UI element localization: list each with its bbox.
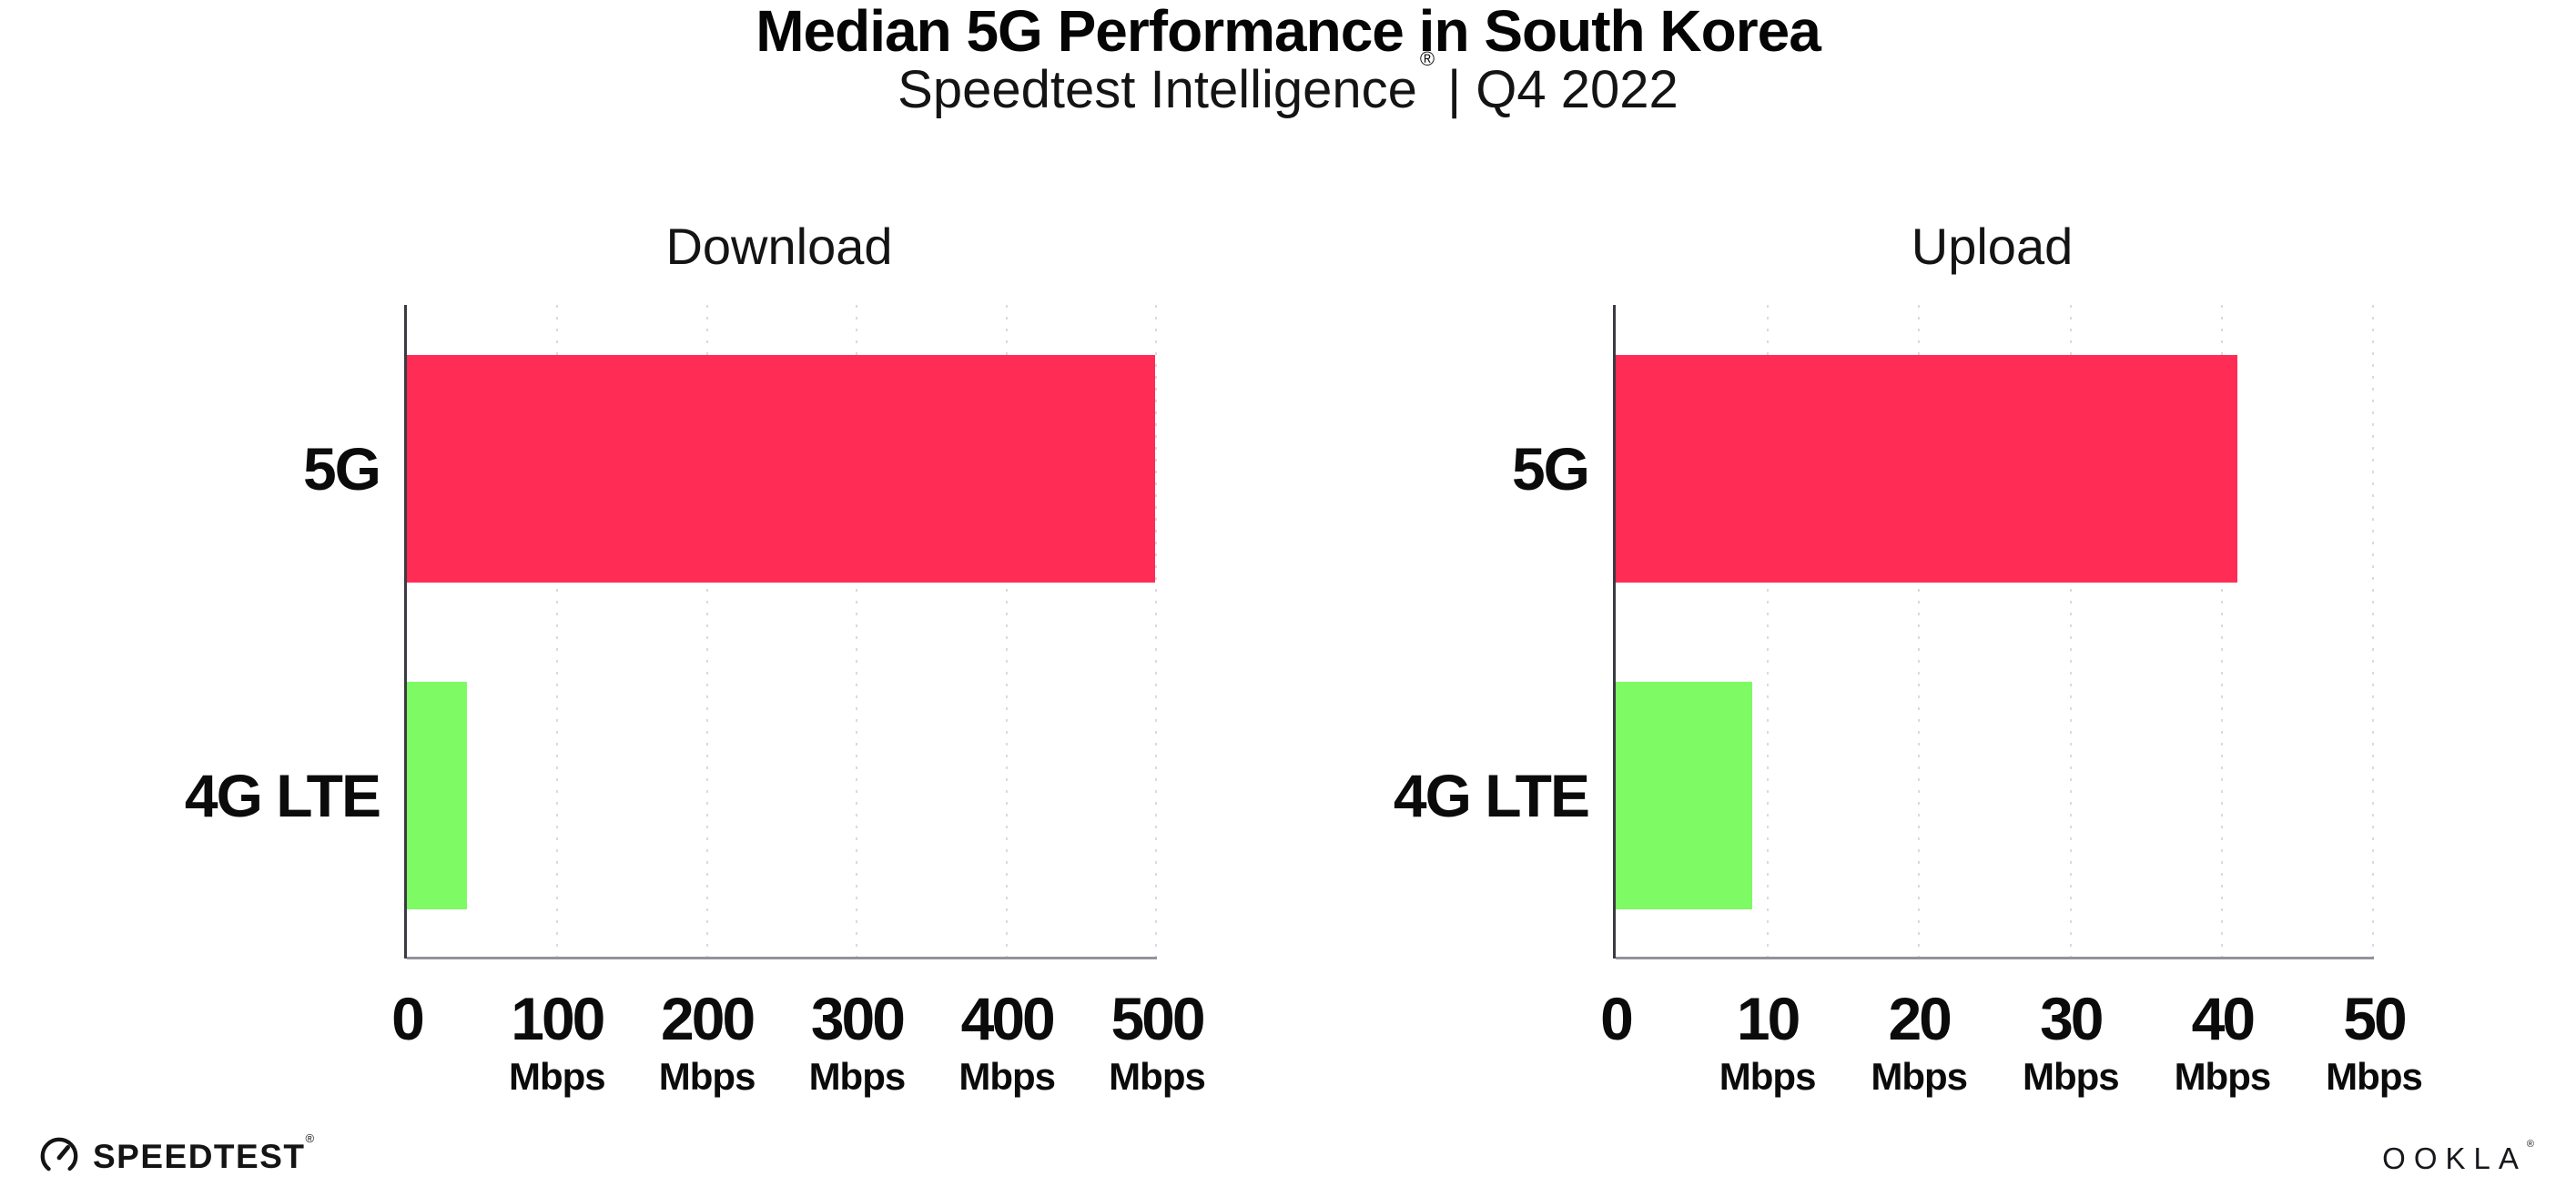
x-tick-value: 200: [661, 985, 756, 1052]
upload-chart-title: Upload: [1911, 218, 2074, 275]
gridline: [555, 305, 558, 959]
x-tick-label: 300 Mbps: [808, 985, 907, 1098]
registered-mark: ®: [1419, 46, 1435, 70]
y-category-label: 5G: [1511, 434, 1590, 502]
speedtest-logo: SPEEDTEST®: [38, 1131, 316, 1177]
x-tick-unit: Mbps: [1719, 1055, 1817, 1098]
x-tick-value: 30: [2040, 985, 2104, 1052]
x-tick-unit: Mbps: [2022, 1055, 2120, 1098]
x-tick-value: 10: [1736, 985, 1800, 1052]
x-tick-label: 400 Mbps: [958, 985, 1056, 1098]
ookla-registered-mark: ®: [2526, 1139, 2534, 1150]
speedtest-wordmark: SPEEDTEST®: [93, 1131, 316, 1175]
x-tick-unit: Mbps: [508, 1055, 606, 1098]
x-tick-label: 50 Mbps: [2326, 985, 2423, 1098]
x-tick-value: 500: [1111, 985, 1205, 1052]
y-category-label: 4G LTE: [1393, 761, 1590, 829]
gridline: [2372, 305, 2374, 959]
x-axis-line: [1616, 957, 2374, 959]
ookla-logo: OOKLA®: [2382, 1140, 2534, 1175]
upload-chart-plot: 0 10 Mbps 20 Mbps 30 Mbps 40 Mbps 50 Mbps 5G 4G LTE: [1394, 305, 2423, 1096]
x-tick-unit: Mbps: [2326, 1055, 2423, 1098]
x-tick-value: 40: [2191, 985, 2256, 1052]
x-tick-unit: Mbps: [958, 1055, 1056, 1098]
download-chart-plot: 0 100 Mbps 200 Mbps 300 Mbps 400 Mbps 500 Mbps 5G 4G…: [185, 305, 1206, 1096]
x-tick-value: 20: [1888, 985, 1952, 1052]
x-tick-value: 100: [511, 985, 605, 1052]
x-tick-unit: Mbps: [2174, 1055, 2272, 1098]
x-tick-unit: Mbps: [808, 1055, 907, 1098]
x-tick-value: 0: [391, 985, 425, 1052]
x-tick-value: 400: [960, 985, 1056, 1052]
download-chart-title: Download: [665, 218, 893, 275]
x-tick-label: 30 Mbps: [2022, 985, 2120, 1098]
gridline: [2221, 305, 2224, 959]
ookla-wordmark: OOKLA: [2382, 1141, 2527, 1175]
subtitle-period: | Q4 2022: [1447, 60, 1678, 119]
x-tick-label: 20 Mbps: [1871, 985, 1968, 1098]
page-subtitle: Speedtest Intelligence® | Q4 2022: [0, 48, 2576, 117]
x-tick-unit: Mbps: [658, 1055, 756, 1098]
x-tick-label: 0: [391, 985, 425, 1052]
speedtest-gauge-icon: [40, 1137, 78, 1175]
y-category-label: 5G: [302, 434, 381, 502]
x-tick-unit: Mbps: [1871, 1055, 1968, 1098]
bar-4g-lte: [1616, 681, 1752, 909]
gridline: [856, 305, 858, 959]
y-category-label: 4G LTE: [184, 761, 381, 829]
x-tick-label: 500 Mbps: [1109, 985, 1206, 1098]
gridline: [1766, 305, 1769, 959]
x-tick-label: 40 Mbps: [2174, 985, 2272, 1098]
page-title: Median 5G Performance in South Korea: [756, 0, 1821, 64]
gridline: [1006, 305, 1009, 959]
x-tick-label: 100 Mbps: [508, 985, 606, 1098]
x-tick-label: 200 Mbps: [659, 989, 756, 1096]
gridline: [2069, 305, 2072, 959]
gridline: [1918, 305, 1921, 959]
gridline: [1155, 305, 1157, 959]
x-tick-value: 50: [2343, 985, 2407, 1052]
gridline: [705, 305, 708, 959]
x-tick-label: 10 Mbps: [1719, 985, 1817, 1098]
x-tick-unit: Mbps: [1109, 1055, 1206, 1098]
x-axis-line: [407, 957, 1157, 959]
x-tick-label: 0: [1600, 985, 1634, 1052]
bar-4g-lte: [407, 681, 467, 909]
x-tick-value: 0: [1600, 985, 1634, 1052]
speedtest-registered-mark: ®: [305, 1131, 316, 1146]
subtitle-brand: Speedtest Intelligence: [898, 60, 1417, 119]
x-tick-value: 300: [810, 985, 906, 1052]
bar-5g: [407, 354, 1156, 583]
bar-5g: [1616, 354, 2238, 583]
